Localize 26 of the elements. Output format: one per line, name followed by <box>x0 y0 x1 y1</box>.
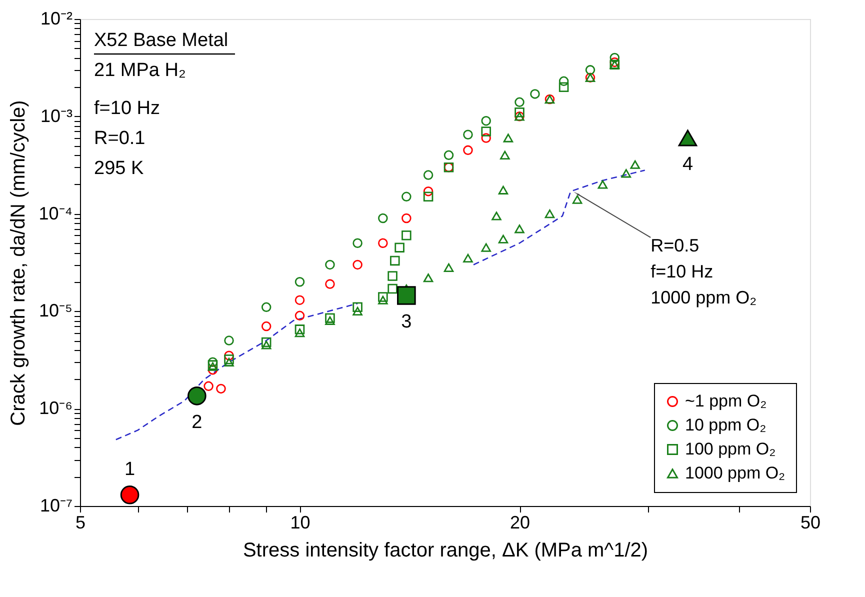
annotation: 1 <box>124 458 136 480</box>
y-tick-label: 10⁻⁵ <box>39 300 72 321</box>
annotation: 21 MPa H₂ <box>94 60 186 81</box>
y-tick-label: 10⁻² <box>40 8 73 28</box>
annotation: R=0.5 f=10 Hz 1000 ppm O₂ <box>650 235 757 308</box>
x-axis-title: Stress intensity factor range, ΔK (MPa m^1/2) <box>242 540 648 562</box>
annotation: f=10 Hz <box>94 98 160 119</box>
legend-label: 10 ppm O₂ <box>685 416 766 434</box>
annotation: 4 <box>682 154 694 176</box>
legend-label: ~1 ppm O₂ <box>685 392 767 410</box>
annotation: 2 <box>192 412 202 433</box>
x-tick-label: 5 <box>75 512 86 532</box>
x-tick-label: 10 <box>290 512 310 532</box>
y-axis-title: Crack growth rate, da/dN (mm/cycle) <box>8 100 30 426</box>
annotation: R=0.1 <box>94 128 146 149</box>
y-tick-label: 10⁻⁶ <box>39 398 72 418</box>
y-tick-label: 10⁻³ <box>40 106 73 126</box>
annotation: 3 <box>401 311 412 332</box>
annotation: 295 K <box>94 158 144 179</box>
y-tick-label: 10⁻⁷ <box>40 496 72 516</box>
legend-label: 1000 ppm O₂ <box>685 464 786 482</box>
annotation: X52 Base Metal <box>94 30 228 51</box>
legend-label: 100 ppm O₂ <box>685 440 776 458</box>
y-tick-label: 10⁻⁴ <box>38 203 72 224</box>
x-tick-label: 20 <box>510 512 530 532</box>
x-tick-label: 50 <box>800 512 821 532</box>
